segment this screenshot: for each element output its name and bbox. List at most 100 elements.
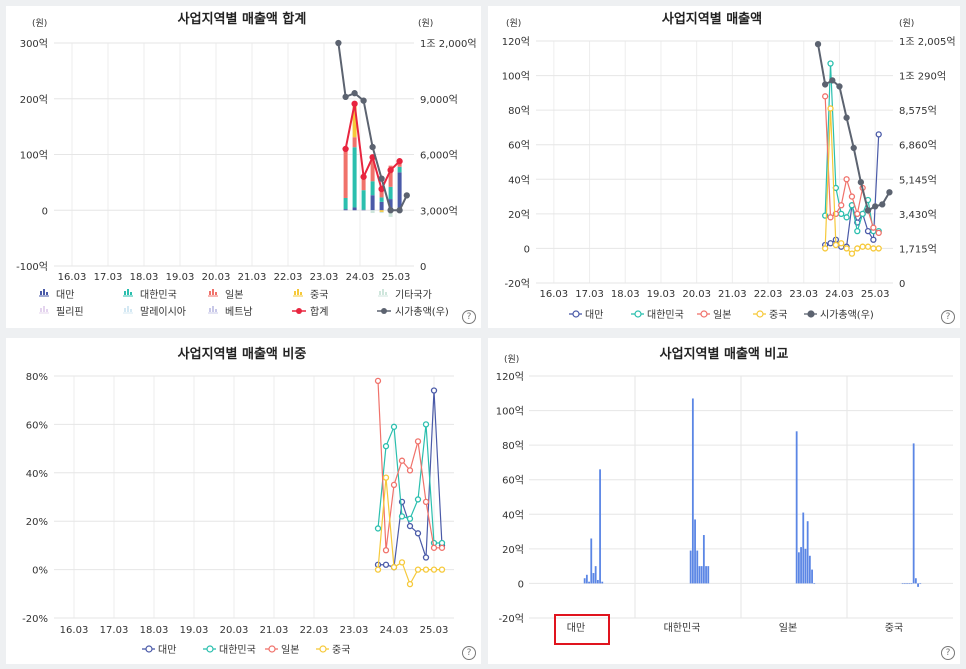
legend-icon	[43, 306, 45, 312]
bar-중국	[917, 583, 919, 587]
y-tick-label: 100억	[502, 71, 530, 83]
legend-icon	[206, 645, 214, 653]
legend-label: 대만	[158, 644, 176, 656]
chart-regional-sales: 사업지역별 매출액 (원) (원) 16.03 17.03 18.03 19.03 20.03…	[502, 11, 956, 321]
x-tick-label: 17.03	[575, 289, 604, 300]
selected-category-box[interactable]	[554, 614, 610, 645]
bar-일본	[813, 583, 816, 585]
stacked-bar-대한민국	[370, 181, 375, 196]
series-marker-시가총액(우)	[836, 83, 843, 90]
legend-icon	[130, 309, 132, 312]
series-marker-대한민국	[374, 525, 382, 532]
legend-icon	[46, 309, 48, 312]
y2-tick-label: 5,145억	[899, 174, 937, 186]
bar-대만	[601, 581, 604, 584]
x-tick-label: 24.03	[380, 625, 409, 636]
help-icon[interactable]: ?	[941, 646, 955, 660]
bar-대한민국	[700, 566, 703, 584]
series-marker-일본	[406, 467, 414, 474]
stacked-bar-대만	[397, 172, 402, 211]
bar-일본	[806, 521, 809, 584]
x-tick-label: 22.03	[300, 625, 329, 636]
stacked-bar-대한민국	[397, 166, 402, 173]
x-tick-label: 20.03	[220, 625, 249, 636]
legend-icon	[43, 289, 45, 295]
series-marker-중국	[859, 243, 866, 250]
y2-axis-unit: (원)	[899, 18, 914, 29]
series-marker-대만	[422, 554, 430, 561]
series-marker-중국	[398, 559, 406, 566]
bar-중국	[903, 583, 906, 585]
series-marker-일본	[382, 547, 390, 554]
legend-label: 대만	[585, 309, 603, 321]
legend-label: 베트남	[225, 306, 253, 318]
bar-대만	[599, 469, 601, 584]
bar-대한민국	[694, 519, 696, 584]
x-tick-label: 19.03	[647, 289, 676, 300]
series-marker-일본	[438, 544, 446, 551]
bar-대만	[596, 579, 599, 584]
legend-icon	[215, 309, 217, 312]
y2-axis-unit: (원)	[418, 18, 433, 29]
y-tick-label: 20억	[502, 544, 524, 556]
bar-대만	[590, 538, 593, 584]
series-marker-중국	[430, 566, 438, 573]
series-marker-중국	[843, 245, 850, 252]
series-marker-대한민국	[827, 60, 834, 67]
legend-label: 기타국가	[395, 289, 432, 301]
legend-icon	[385, 292, 387, 295]
series-marker-시가총액(우)	[879, 201, 886, 208]
y-tick-label: 0	[42, 206, 48, 217]
series-marker-일본	[398, 457, 406, 464]
stacked-bar-중국	[352, 103, 357, 138]
bar-대한민국	[707, 566, 710, 584]
legend-label: 일본	[225, 289, 243, 301]
x-tick-label: 25.03	[861, 289, 890, 300]
x-tick-label: 21.03	[238, 272, 267, 283]
bar-중국	[906, 583, 908, 585]
legend-icon	[807, 310, 815, 318]
y-tick-label: -20억	[498, 613, 524, 625]
y-tick-label: 20억	[508, 209, 530, 221]
y-axis-unit: (원)	[504, 354, 519, 365]
total-marker	[360, 173, 367, 180]
stacked-bar-일본	[370, 158, 375, 182]
y-axis-unit: (원)	[506, 18, 521, 29]
help-icon[interactable]: ?	[462, 646, 476, 660]
total-marker	[387, 166, 394, 174]
y-tick-label: 40억	[502, 509, 524, 521]
series-marker-시가총액(우)	[829, 77, 836, 84]
bar-대한민국	[691, 398, 694, 584]
series-marker-대한민국	[382, 443, 390, 450]
stacked-bar-대한민국	[361, 190, 366, 210]
legend-icon	[634, 310, 642, 318]
legend-icon	[212, 289, 214, 295]
y2-tick-label: 1조 290억	[899, 71, 946, 83]
x-tick-label: 16.03	[60, 625, 89, 636]
legend-icon	[268, 645, 276, 653]
panel-sales-compare: 사업지역별 매출액 비교 (원) 120억 100억 80억 60억 40억 20억 0 -20억…	[488, 338, 960, 664]
help-icon[interactable]: ?	[941, 310, 955, 324]
bar-대한민국	[698, 566, 701, 584]
legend-icon	[700, 310, 708, 318]
stacked-bar-중국	[379, 210, 384, 212]
bar-대만	[592, 573, 595, 584]
series-marker-시가총액(우)	[857, 179, 865, 186]
series-marker-일본	[843, 176, 850, 183]
legend-icon	[382, 289, 384, 295]
bar-대한민국	[696, 550, 699, 584]
stacked-bar-대만	[361, 209, 366, 211]
y-tick-label: 100억	[20, 150, 48, 162]
stacked-bar-대만	[388, 199, 393, 211]
legend-icon	[294, 291, 296, 295]
series-marker-중국	[406, 580, 414, 588]
y-tick-label: -100억	[16, 261, 48, 273]
y2-tick-label: 1조 2,000억	[420, 38, 477, 50]
legend-label: 일본	[713, 309, 731, 321]
y-tick-label: 0	[524, 244, 530, 255]
y2-tick-label: 9,000억	[420, 94, 458, 106]
bar-중국	[910, 583, 913, 585]
legend-icon	[127, 289, 129, 295]
stacked-bar-기타국가	[379, 211, 384, 214]
help-icon[interactable]: ?	[462, 310, 476, 324]
